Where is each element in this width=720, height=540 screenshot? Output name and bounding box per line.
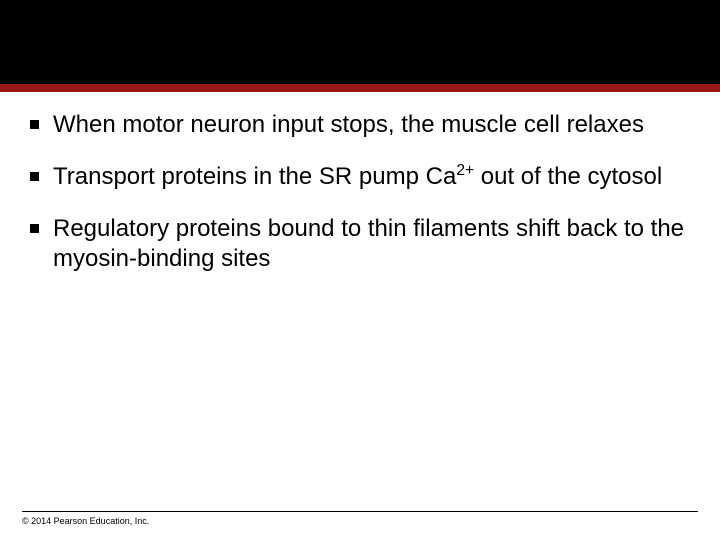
- bullet-text: When motor neuron input stops, the muscl…: [53, 110, 644, 140]
- footer-divider: [22, 511, 698, 512]
- bullet-text: Regulatory proteins bound to thin filame…: [53, 214, 690, 274]
- bullet-marker-icon: [30, 172, 39, 181]
- bullet-item: When motor neuron input stops, the muscl…: [30, 110, 690, 140]
- copyright-text: © 2014 Pearson Education, Inc.: [22, 516, 698, 526]
- header-red-bar: [0, 84, 720, 92]
- slide: When motor neuron input stops, the muscl…: [0, 0, 720, 540]
- header-black-bar: [0, 0, 720, 84]
- bullet-marker-icon: [30, 224, 39, 233]
- bullet-item: Transport proteins in the SR pump Ca2+ o…: [30, 162, 690, 192]
- footer: © 2014 Pearson Education, Inc.: [22, 511, 698, 526]
- bullet-item: Regulatory proteins bound to thin filame…: [30, 214, 690, 274]
- bullet-marker-icon: [30, 120, 39, 129]
- content-area: When motor neuron input stops, the muscl…: [0, 92, 720, 540]
- bullet-text: Transport proteins in the SR pump Ca2+ o…: [53, 162, 662, 192]
